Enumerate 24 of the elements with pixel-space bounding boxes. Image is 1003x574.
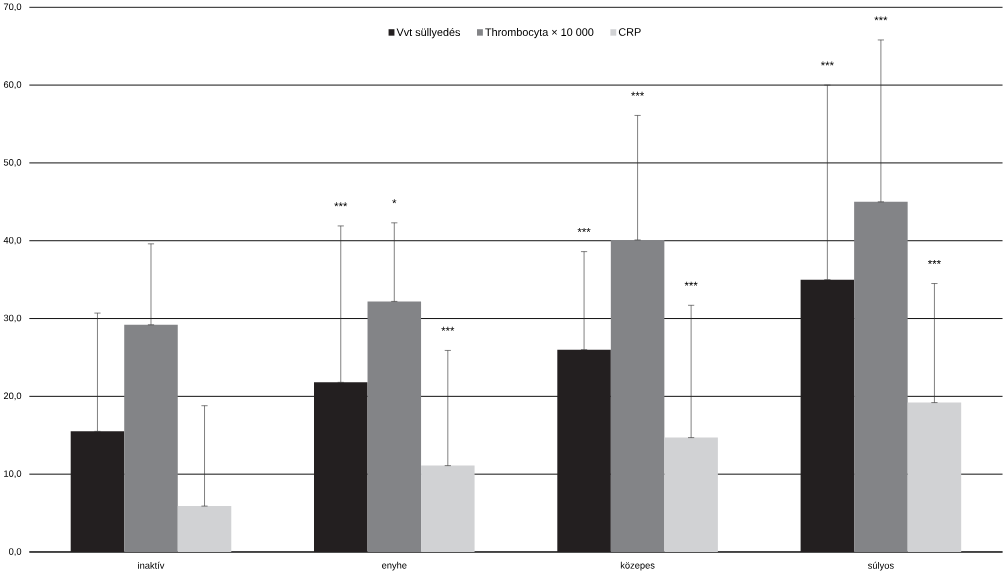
annotation: ***	[927, 259, 941, 264]
legend-label: Thrombocyta × 10 000	[485, 28, 594, 39]
x-tick-label: súlyos	[867, 561, 894, 571]
annotation: *	[392, 199, 397, 204]
y-tick-label: 0,0	[8, 548, 22, 556]
annotation: ***	[441, 326, 455, 331]
y-tick-label: 50,0	[3, 159, 22, 167]
y-tick-label: 40,0	[3, 236, 22, 245]
y-tick-label: 20,0	[3, 392, 22, 401]
x-tick-label: inaktív	[138, 561, 165, 569]
annotation: ***	[684, 281, 698, 286]
y-tick-label: 30,0	[3, 314, 22, 323]
annotation: ***	[820, 61, 834, 66]
annotation: ***	[577, 228, 591, 232]
legend-label: CRP	[618, 28, 641, 36]
x-tick-label: enyhe	[382, 561, 407, 571]
y-tick-label: 70,0	[3, 3, 22, 12]
y-tick-label: 60,0	[3, 81, 22, 89]
annotation: ***	[334, 202, 348, 207]
x-tick-label: közepes	[620, 561, 655, 571]
annotation: ***	[631, 91, 645, 96]
legend-label: Vvt süllyedés	[396, 27, 461, 39]
y-tick-label: 10,0	[4, 470, 22, 478]
annotation: ***	[874, 16, 888, 21]
